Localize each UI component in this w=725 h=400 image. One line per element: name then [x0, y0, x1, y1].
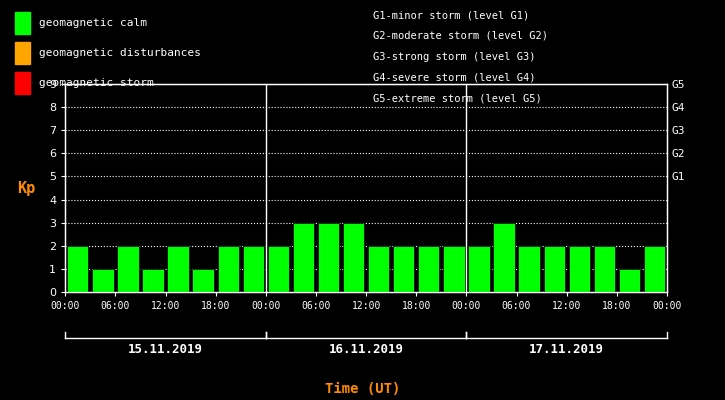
Bar	[594, 246, 615, 292]
Bar	[67, 246, 88, 292]
Text: Time (UT): Time (UT)	[325, 382, 400, 396]
Bar	[243, 246, 264, 292]
Text: 15.11.2019: 15.11.2019	[128, 343, 203, 356]
Bar	[318, 223, 339, 292]
Bar	[167, 246, 188, 292]
Bar	[518, 246, 539, 292]
Text: G5-extreme storm (level G5): G5-extreme storm (level G5)	[373, 93, 542, 103]
Bar	[418, 246, 439, 292]
Bar	[618, 269, 640, 292]
Bar	[117, 246, 138, 292]
Bar	[218, 246, 239, 292]
Bar	[293, 223, 314, 292]
Text: G4-severe storm (level G4): G4-severe storm (level G4)	[373, 72, 536, 82]
Text: 16.11.2019: 16.11.2019	[328, 343, 404, 356]
Bar	[343, 223, 364, 292]
Text: G3-strong storm (level G3): G3-strong storm (level G3)	[373, 52, 536, 62]
Bar	[494, 223, 515, 292]
Bar	[644, 246, 665, 292]
Text: geomagnetic storm: geomagnetic storm	[39, 78, 154, 88]
Text: geomagnetic calm: geomagnetic calm	[39, 18, 147, 28]
Bar	[568, 246, 590, 292]
Bar	[92, 269, 114, 292]
Bar	[368, 246, 389, 292]
Bar	[443, 246, 465, 292]
Bar	[193, 269, 214, 292]
Text: G1-minor storm (level G1): G1-minor storm (level G1)	[373, 10, 530, 20]
Bar	[393, 246, 415, 292]
Text: 17.11.2019: 17.11.2019	[529, 343, 604, 356]
Text: Kp: Kp	[17, 180, 36, 196]
Bar	[544, 246, 565, 292]
Bar	[468, 246, 489, 292]
Bar	[142, 269, 164, 292]
Text: G2-moderate storm (level G2): G2-moderate storm (level G2)	[373, 31, 548, 41]
Bar	[268, 246, 289, 292]
Text: geomagnetic disturbances: geomagnetic disturbances	[39, 48, 201, 58]
